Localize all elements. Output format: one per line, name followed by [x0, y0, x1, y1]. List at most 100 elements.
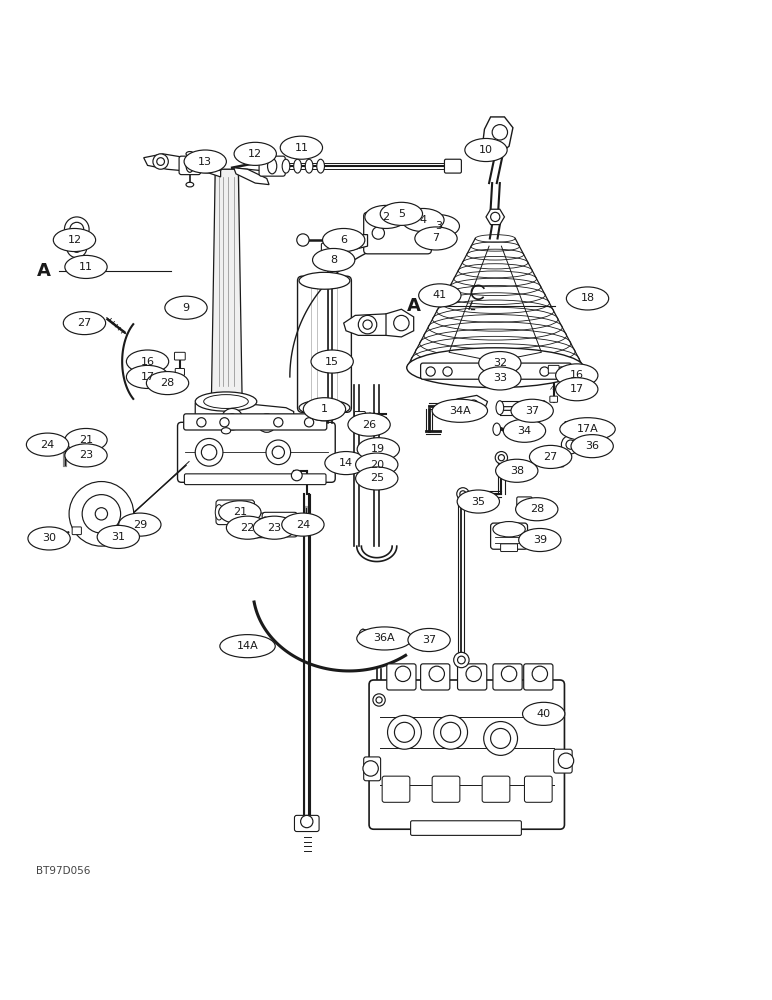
Text: 23: 23 [79, 450, 93, 460]
Ellipse shape [359, 629, 367, 642]
Circle shape [65, 217, 89, 242]
Polygon shape [460, 395, 488, 414]
FancyBboxPatch shape [493, 664, 522, 690]
Ellipse shape [408, 628, 450, 652]
Text: 1: 1 [321, 404, 328, 414]
FancyBboxPatch shape [382, 776, 410, 802]
Text: 31: 31 [111, 532, 125, 542]
Circle shape [458, 656, 466, 664]
FancyBboxPatch shape [516, 497, 532, 508]
Ellipse shape [195, 392, 257, 411]
Ellipse shape [303, 398, 346, 421]
Text: 41: 41 [433, 290, 447, 300]
Ellipse shape [127, 350, 169, 373]
FancyBboxPatch shape [553, 459, 564, 467]
Polygon shape [332, 258, 344, 269]
Text: 5: 5 [398, 209, 405, 219]
Ellipse shape [323, 228, 365, 252]
Ellipse shape [417, 215, 459, 238]
Ellipse shape [165, 296, 207, 319]
Ellipse shape [325, 452, 367, 475]
Ellipse shape [282, 159, 290, 173]
Text: 26: 26 [362, 420, 376, 430]
Circle shape [304, 418, 313, 427]
FancyBboxPatch shape [184, 414, 327, 430]
Ellipse shape [556, 364, 598, 387]
FancyBboxPatch shape [175, 368, 185, 375]
FancyBboxPatch shape [262, 512, 297, 537]
Ellipse shape [184, 150, 226, 173]
Text: 24: 24 [296, 520, 310, 530]
Circle shape [153, 154, 168, 169]
Circle shape [157, 158, 164, 165]
Circle shape [457, 488, 469, 500]
FancyBboxPatch shape [321, 243, 338, 255]
Text: 36A: 36A [374, 633, 395, 643]
Circle shape [495, 452, 507, 464]
Text: 37: 37 [525, 406, 539, 416]
Text: 12: 12 [67, 235, 82, 245]
Text: 33: 33 [493, 373, 507, 383]
Ellipse shape [299, 272, 350, 289]
Text: 28: 28 [161, 378, 174, 388]
FancyBboxPatch shape [411, 821, 521, 835]
FancyBboxPatch shape [445, 159, 462, 173]
Circle shape [201, 445, 217, 460]
Ellipse shape [556, 378, 598, 401]
Text: 12: 12 [248, 149, 262, 159]
FancyBboxPatch shape [72, 527, 81, 535]
Circle shape [195, 438, 223, 466]
FancyBboxPatch shape [364, 757, 381, 781]
Ellipse shape [226, 516, 269, 539]
Circle shape [296, 234, 309, 246]
Circle shape [373, 694, 385, 706]
Text: 39: 39 [533, 535, 547, 545]
Ellipse shape [127, 365, 169, 388]
Circle shape [274, 418, 283, 427]
Text: 30: 30 [42, 533, 56, 543]
Circle shape [454, 652, 469, 668]
Circle shape [491, 728, 510, 748]
Ellipse shape [220, 635, 276, 658]
Ellipse shape [493, 522, 525, 537]
FancyBboxPatch shape [369, 680, 564, 829]
Ellipse shape [493, 423, 500, 435]
Text: A: A [37, 262, 51, 280]
Ellipse shape [311, 350, 354, 373]
Circle shape [456, 402, 464, 410]
Ellipse shape [571, 435, 613, 458]
Text: 28: 28 [530, 504, 544, 514]
Ellipse shape [215, 505, 223, 520]
Text: 10: 10 [479, 145, 493, 155]
Polygon shape [215, 169, 239, 402]
Text: 21: 21 [233, 507, 247, 517]
Ellipse shape [505, 425, 513, 438]
FancyBboxPatch shape [524, 776, 552, 802]
Ellipse shape [357, 438, 399, 461]
Text: 22: 22 [240, 523, 255, 533]
Ellipse shape [457, 490, 499, 513]
FancyBboxPatch shape [178, 422, 335, 482]
Circle shape [324, 235, 340, 250]
Text: 40: 40 [537, 709, 550, 719]
Ellipse shape [222, 428, 231, 434]
Ellipse shape [313, 248, 355, 272]
Text: 17: 17 [141, 372, 154, 382]
Text: 9: 9 [182, 303, 190, 313]
FancyBboxPatch shape [354, 412, 365, 419]
FancyBboxPatch shape [174, 352, 185, 360]
Ellipse shape [357, 627, 412, 650]
Text: 6: 6 [340, 235, 347, 245]
Ellipse shape [119, 513, 161, 536]
Ellipse shape [63, 312, 106, 335]
Circle shape [469, 400, 479, 409]
Circle shape [418, 216, 426, 224]
Ellipse shape [560, 418, 615, 441]
Circle shape [566, 440, 575, 449]
FancyBboxPatch shape [216, 500, 255, 525]
Circle shape [396, 210, 404, 218]
Polygon shape [344, 314, 394, 335]
Circle shape [318, 408, 330, 420]
Text: 14: 14 [339, 458, 353, 468]
Ellipse shape [65, 255, 107, 278]
